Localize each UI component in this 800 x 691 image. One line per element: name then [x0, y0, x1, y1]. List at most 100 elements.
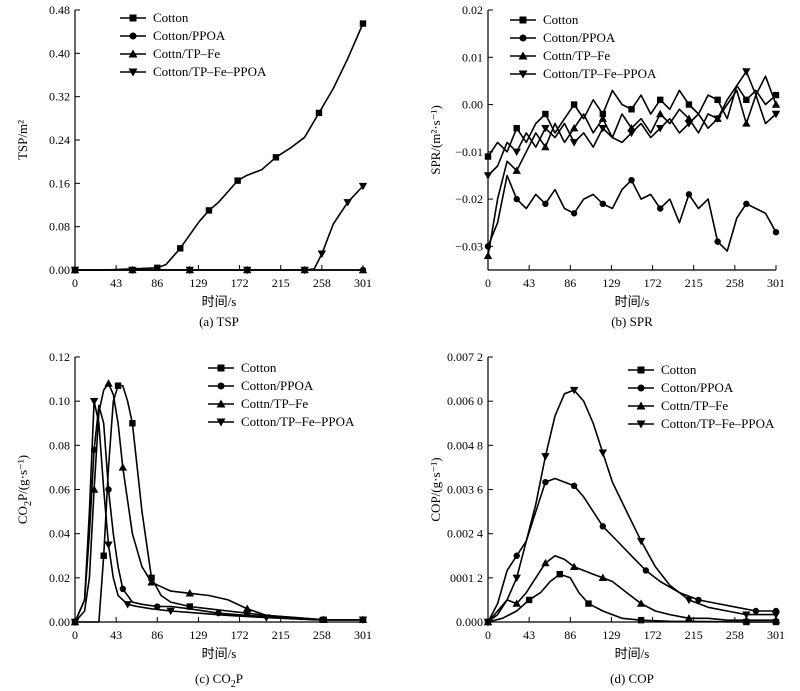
series-line: [74, 404, 363, 623]
y-tick-label: 0.08: [49, 220, 70, 234]
legend: Cotton Cotton/PPOA Cottn/TP–Fe Cotton/TP–Fe…: [510, 12, 657, 81]
series-3: [483, 386, 781, 627]
data-point: [512, 166, 521, 174]
legend-label: Cotton/PPOA: [153, 28, 226, 43]
data-point: [483, 251, 493, 260]
data-point: [743, 200, 750, 208]
data-point: [772, 228, 780, 236]
legend-label: Cotton/PPOA: [661, 380, 734, 395]
legend-label: Cotton: [241, 360, 277, 375]
series-line: [74, 382, 363, 623]
data-point: [484, 153, 492, 160]
data-point: [243, 604, 252, 612]
legend-marker: [519, 34, 527, 42]
x-axis-label: 时间/s: [202, 646, 237, 661]
data-point: [585, 600, 592, 607]
data-point: [542, 478, 549, 486]
data-point: [684, 120, 694, 128]
data-point: [104, 379, 113, 387]
data-point: [154, 264, 161, 272]
x-tick-label: 215: [272, 628, 290, 642]
y-tick-label: −0.03: [455, 239, 483, 253]
series-0: [484, 84, 780, 160]
data-point: [177, 245, 184, 252]
chart-caption: (c) CO2P: [195, 671, 243, 690]
legend: Cotton Cotton/PPOA Cottn/TP–Fe Cotton/TP–Fe…: [120, 10, 267, 79]
data-point: [104, 541, 113, 549]
x-tick-label: 0: [72, 276, 78, 290]
x-tick-label: 301: [767, 628, 785, 642]
x-tick-label: 215: [272, 276, 290, 290]
data-point: [713, 115, 722, 123]
legend-label: Cotton/TP–Fe–PPOA: [661, 416, 775, 431]
data-point: [185, 266, 195, 275]
data-point: [742, 68, 751, 76]
data-point: [317, 250, 327, 258]
series-3: [70, 182, 368, 275]
legend-label: Cotton/TP–Fe–PPOA: [543, 66, 657, 81]
data-point: [657, 205, 664, 212]
legend-label: Cottn/TP–Fe: [661, 398, 728, 413]
x-tick-label: 172: [231, 276, 249, 290]
data-point: [512, 148, 521, 157]
y-tick-label: 0.32: [49, 90, 70, 104]
legend-marker: [216, 399, 226, 408]
y-tick-label: 0.003 6: [447, 483, 483, 497]
x-tick-label: 86: [564, 276, 576, 290]
series-2: [483, 75, 781, 260]
x-tick-label: 43: [110, 628, 122, 642]
x-tick-label: 172: [644, 628, 662, 642]
y-tick-label: 0001 2: [450, 571, 483, 585]
series-line: [75, 185, 364, 271]
x-tick-label: 172: [644, 276, 662, 290]
data-point: [70, 618, 80, 627]
legend-marker: [636, 420, 646, 429]
data-point: [205, 207, 213, 214]
series-2: [70, 379, 368, 626]
series-line: [75, 384, 363, 623]
y-tick-label: 0.12: [49, 350, 70, 364]
data-point: [483, 172, 493, 180]
data-point: [742, 611, 751, 619]
data-point: [542, 200, 549, 208]
x-tick-label: 301: [354, 628, 372, 642]
series-line: [487, 554, 776, 623]
data-point: [657, 96, 664, 104]
data-point: [628, 106, 635, 113]
data-point: [512, 599, 521, 607]
data-point: [541, 142, 550, 151]
data-point: [300, 266, 309, 275]
x-tick-label: 86: [151, 628, 163, 642]
legend-marker: [216, 418, 226, 427]
series-line: [75, 23, 364, 271]
data-point: [512, 574, 521, 583]
legend-marker: [636, 401, 646, 410]
data-point: [771, 100, 781, 108]
data-point: [272, 154, 280, 161]
data-point: [119, 585, 127, 593]
legend-marker: [519, 16, 527, 24]
x-tick-label: 258: [726, 628, 744, 642]
x-tick-label: 258: [313, 628, 331, 642]
series-line: [487, 70, 777, 177]
data-point: [234, 177, 241, 184]
chart-caption: (b) SPR: [611, 314, 653, 329]
data-point: [114, 382, 122, 389]
legend-marker: [518, 51, 528, 60]
series-3: [483, 68, 781, 180]
data-point: [358, 265, 368, 274]
y-tick-label: 0.00: [462, 98, 483, 112]
x-tick-label: 43: [523, 628, 535, 642]
data-point: [541, 453, 550, 461]
y-tick-label: 0.04: [49, 527, 70, 541]
data-point: [128, 266, 137, 275]
x-tick-label: 86: [151, 276, 163, 290]
data-point: [636, 599, 646, 607]
data-point: [599, 523, 607, 530]
data-point: [70, 266, 80, 275]
data-point: [358, 182, 368, 191]
legend-label: Cotton/TP–Fe–PPOA: [241, 414, 355, 429]
chart-spr: 0 43 86 129 172 215 258 301 −0.03 −0.02 −0.01 0.00 0…: [428, 3, 785, 329]
legend-label: Cotton: [543, 12, 579, 27]
